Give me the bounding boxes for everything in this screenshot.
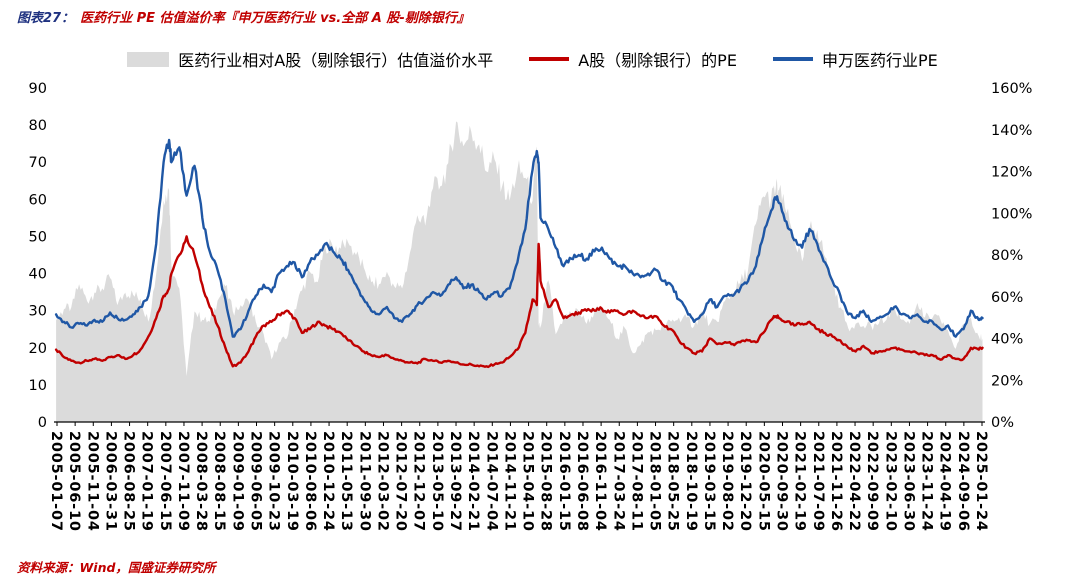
svg-text:20: 20 bbox=[29, 341, 47, 357]
pe-premium-chart: 0 10 20 30 40 50 60 70 80 90 0% 20% 40% 60% 80% 100% 120… bbox=[29, 81, 1033, 532]
svg-text:2009-10-23: 2009-10-23 bbox=[266, 431, 282, 532]
legend-label-premium: 医药行业相对A股（剔除银行）估值溢价水平 bbox=[178, 51, 494, 70]
legend-item-a-share-pe: A股（剔除银行）的PE bbox=[529, 47, 737, 71]
svg-text:2016-01-15: 2016-01-15 bbox=[556, 431, 572, 532]
svg-text:2017-03-24: 2017-03-24 bbox=[610, 431, 626, 532]
svg-text:2007-11-09: 2007-11-09 bbox=[175, 431, 191, 532]
svg-text:2010-12-24: 2010-12-24 bbox=[320, 431, 336, 532]
svg-text:0: 0 bbox=[38, 415, 47, 431]
svg-text:2011-05-13: 2011-05-13 bbox=[338, 431, 354, 532]
svg-text:2014-11-21: 2014-11-21 bbox=[501, 431, 517, 532]
svg-text:2021-11-26: 2021-11-26 bbox=[828, 431, 844, 532]
svg-text:2012-12-07: 2012-12-07 bbox=[411, 431, 427, 532]
svg-text:60: 60 bbox=[29, 192, 47, 208]
svg-text:2005-01-07: 2005-01-07 bbox=[48, 431, 64, 532]
svg-text:2015-08-28: 2015-08-28 bbox=[538, 431, 554, 532]
svg-text:2021-07-09: 2021-07-09 bbox=[810, 431, 826, 532]
svg-text:140%: 140% bbox=[991, 123, 1032, 139]
svg-text:2007-01-19: 2007-01-19 bbox=[139, 431, 155, 532]
chart-legend: 医药行业相对A股（剔除银行）估值溢价水平 A股（剔除银行）的PE 申万医药行业P… bbox=[0, 47, 1065, 71]
svg-text:2005-11-04: 2005-11-04 bbox=[84, 431, 100, 532]
svg-text:120%: 120% bbox=[991, 165, 1032, 181]
svg-text:2020-05-15: 2020-05-15 bbox=[755, 431, 771, 532]
svg-text:2020-09-30: 2020-09-30 bbox=[773, 431, 789, 532]
figure-number: 图表27： bbox=[17, 11, 75, 26]
svg-text:160%: 160% bbox=[991, 81, 1032, 97]
svg-text:80: 80 bbox=[29, 118, 47, 134]
svg-text:2016-06-08: 2016-06-08 bbox=[574, 431, 590, 532]
svg-text:2011-09-30: 2011-09-30 bbox=[356, 431, 372, 532]
svg-text:2008-03-28: 2008-03-28 bbox=[193, 431, 209, 532]
svg-text:2009-01-09: 2009-01-09 bbox=[229, 431, 245, 532]
svg-text:2008-08-15: 2008-08-15 bbox=[211, 431, 227, 532]
svg-text:2010-08-06: 2010-08-06 bbox=[302, 431, 318, 532]
svg-text:2013-05-10: 2013-05-10 bbox=[429, 431, 445, 532]
svg-text:2025-01-24: 2025-01-24 bbox=[973, 431, 989, 532]
svg-text:2017-08-11: 2017-08-11 bbox=[628, 431, 644, 532]
figure-title: 图表27： 医药行业 PE 估值溢价率『申万医药行业 vs.全部 A 股-剔除银行… bbox=[17, 7, 470, 26]
svg-text:2005-06-10: 2005-06-10 bbox=[66, 431, 82, 532]
svg-text:60%: 60% bbox=[991, 290, 1023, 306]
svg-text:2014-07-04: 2014-07-04 bbox=[483, 431, 499, 532]
svg-text:2006-08-25: 2006-08-25 bbox=[121, 431, 137, 532]
svg-text:2010-03-19: 2010-03-19 bbox=[284, 431, 300, 532]
legend-label-a-share-pe: A股（剔除银行）的PE bbox=[578, 51, 737, 70]
a-share-pe-swatch bbox=[529, 57, 570, 61]
svg-text:50: 50 bbox=[29, 229, 47, 245]
y-axis-right: 0% 20% 40% 60% 80% 100% 120% 140% 160% bbox=[991, 81, 1032, 431]
source-note: 资料来源：Wind，国盛证券研究所 bbox=[17, 560, 216, 575]
y-axis-left: 0 10 20 30 40 50 60 70 80 90 bbox=[29, 81, 47, 431]
svg-text:2023-06-30: 2023-06-30 bbox=[900, 431, 916, 532]
pharma-pe-series bbox=[54, 138, 984, 338]
svg-text:2007-06-15: 2007-06-15 bbox=[157, 431, 173, 532]
svg-text:40%: 40% bbox=[991, 332, 1023, 348]
premium-area-series bbox=[56, 121, 983, 423]
svg-text:70: 70 bbox=[29, 155, 47, 171]
svg-text:2023-11-24: 2023-11-24 bbox=[919, 431, 935, 532]
svg-text:2009-06-05: 2009-06-05 bbox=[248, 431, 264, 532]
svg-text:2015-04-10: 2015-04-10 bbox=[520, 431, 536, 532]
svg-text:2023-02-10: 2023-02-10 bbox=[882, 431, 898, 532]
svg-text:2019-08-02: 2019-08-02 bbox=[719, 431, 735, 532]
figure-caption: 医药行业 PE 估值溢价率『申万医药行业 vs.全部 A 股-剔除银行』 bbox=[80, 11, 470, 26]
svg-text:100%: 100% bbox=[991, 206, 1032, 222]
pharma-pe-swatch bbox=[772, 57, 813, 61]
svg-text:80%: 80% bbox=[991, 248, 1023, 264]
svg-text:2012-07-20: 2012-07-20 bbox=[393, 431, 409, 532]
svg-text:2024-09-06: 2024-09-06 bbox=[955, 431, 971, 532]
svg-text:2019-03-15: 2019-03-15 bbox=[701, 431, 717, 532]
svg-text:90: 90 bbox=[29, 81, 47, 97]
svg-text:2016-11-04: 2016-11-04 bbox=[592, 431, 608, 532]
svg-text:2018-10-19: 2018-10-19 bbox=[683, 431, 699, 532]
svg-text:2012-03-02: 2012-03-02 bbox=[374, 431, 390, 532]
legend-label-pharma-pe: 申万医药行业PE bbox=[821, 51, 938, 70]
svg-text:40: 40 bbox=[29, 267, 47, 283]
svg-text:2022-09-09: 2022-09-09 bbox=[864, 431, 880, 532]
svg-text:2018-05-25: 2018-05-25 bbox=[665, 431, 681, 532]
a-share-pe-series bbox=[54, 235, 984, 369]
x-axis: 2005-01-07 2005-06-10 2005-11-04 2006-03-31… bbox=[48, 421, 989, 532]
premium-area-swatch bbox=[127, 51, 170, 67]
svg-text:2006-03-31: 2006-03-31 bbox=[102, 431, 118, 532]
svg-text:20%: 20% bbox=[991, 373, 1023, 389]
svg-text:2021-02-19: 2021-02-19 bbox=[792, 431, 808, 532]
svg-text:30: 30 bbox=[29, 304, 47, 320]
svg-text:2022-04-22: 2022-04-22 bbox=[846, 431, 862, 532]
legend-item-pharma-pe: 申万医药行业PE bbox=[772, 47, 938, 71]
svg-text:2018-01-05: 2018-01-05 bbox=[647, 431, 663, 532]
svg-text:2019-12-20: 2019-12-20 bbox=[737, 431, 753, 532]
svg-text:2024-04-19: 2024-04-19 bbox=[937, 431, 953, 532]
svg-text:2013-09-27: 2013-09-27 bbox=[447, 431, 463, 532]
svg-text:2014-02-21: 2014-02-21 bbox=[465, 431, 481, 532]
svg-text:0%: 0% bbox=[991, 415, 1014, 431]
svg-text:10: 10 bbox=[29, 378, 47, 394]
legend-item-premium: 医药行业相对A股（剔除银行）估值溢价水平 bbox=[127, 47, 493, 71]
